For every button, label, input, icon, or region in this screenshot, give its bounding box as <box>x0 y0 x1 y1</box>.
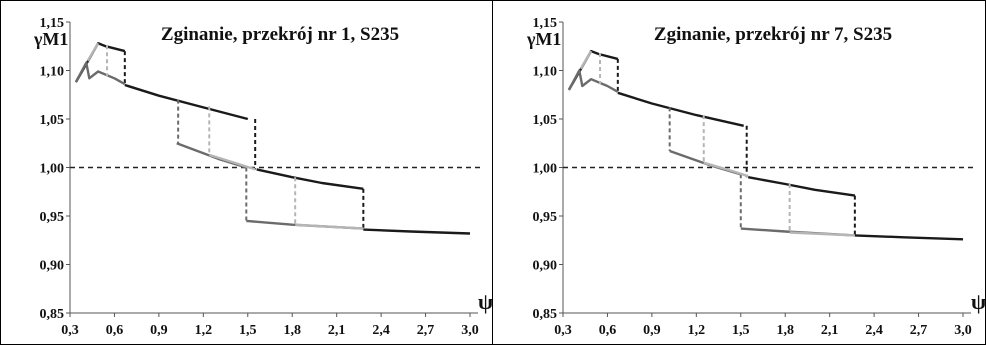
y-axis-label: γM1 <box>33 29 68 49</box>
y-tick-label: 0,90 <box>533 259 558 274</box>
series-black-line <box>747 176 856 197</box>
y-tick-label: 0,90 <box>40 259 65 274</box>
series-dark_gray-line <box>74 61 126 86</box>
x-tick-label: 1,8 <box>283 323 301 338</box>
series-dark_gray-line <box>567 69 619 93</box>
chart-panel-1: 0,85 0,90 0,95 1,00 1,05 1,10 1,15 0,3 0,6 0,9 1,2… <box>0 0 493 345</box>
x-tick-label: 2,7 <box>417 323 435 338</box>
x-tick-label: 2,7 <box>910 323 928 338</box>
x-tick-label: 0,3 <box>554 323 572 338</box>
series-light_gray-line <box>789 231 855 237</box>
chart-panel-7: 0,85 0,90 0,95 1,00 1,05 1,10 1,15 0,3 0,6 0,9 1,2… <box>493 0 986 345</box>
series-light_gray-line <box>703 161 749 178</box>
x-tick-label: 1,5 <box>732 323 750 338</box>
y-tick-label: 0,95 <box>533 210 558 225</box>
y-tick-label: 1,00 <box>533 162 558 177</box>
series-light_gray-line <box>295 223 364 230</box>
x-tick-label: 3,0 <box>461 323 479 338</box>
y-tick-label: 1,00 <box>40 162 65 177</box>
y-tick-label: 1,15 <box>40 16 65 31</box>
chart-title: Zginanie, przekrój nr 7, S235 <box>654 24 892 45</box>
panel-divider <box>492 0 493 345</box>
series-light_gray-line <box>579 50 593 70</box>
series-black-line <box>363 228 471 235</box>
x-tick-label: 0,9 <box>643 323 661 338</box>
x-tick-label: 3,0 <box>954 323 972 338</box>
y-tick-label: 1,15 <box>533 16 558 31</box>
x-tick-label: 0,3 <box>61 323 79 338</box>
x-axis-label: ψ <box>478 289 493 314</box>
x-tick-label: 1,2 <box>688 323 706 338</box>
series-black-line <box>74 42 126 83</box>
x-tick-label: 2,1 <box>821 323 839 338</box>
y-axis-label: γM1 <box>526 29 561 49</box>
series-black-line <box>256 168 364 190</box>
x-tick-label: 0,9 <box>150 323 168 338</box>
chart-svg: 0,85 0,90 0,95 1,00 1,05 1,10 1,15 0,3 0,6 0,9 1,2… <box>526 16 986 338</box>
y-tick-label: 1,10 <box>533 65 558 80</box>
x-tick-label: 2,4 <box>372 323 390 338</box>
y-tick-label: 1,05 <box>40 113 65 128</box>
chart-svg: 0,85 0,90 0,95 1,00 1,05 1,10 1,15 0,3 0,6 0,9 1,2… <box>33 16 493 338</box>
x-tick-label: 1,5 <box>239 323 257 338</box>
y-tick-label: 0,85 <box>533 307 558 322</box>
y-tick-label: 1,05 <box>533 113 558 128</box>
series-black-line <box>567 49 619 91</box>
x-tick-label: 2,1 <box>328 323 346 338</box>
x-tick-label: 1,8 <box>776 323 794 338</box>
series-black-line <box>124 83 249 121</box>
x-axis-label: ψ <box>971 289 986 314</box>
x-tick-label: 0,6 <box>106 323 124 338</box>
y-tick-label: 1,10 <box>40 65 65 80</box>
y-tick-label: 0,85 <box>40 307 65 322</box>
series-black-line <box>617 91 744 127</box>
chart-title: Zginanie, przekrój nr 1, S235 <box>161 24 399 45</box>
y-tick-label: 0,95 <box>40 210 65 225</box>
series-light_gray-line <box>86 42 100 62</box>
x-tick-label: 2,4 <box>865 323 883 338</box>
x-tick-label: 0,6 <box>599 323 617 338</box>
series-light_gray-line <box>208 153 256 171</box>
series-black-line <box>854 234 964 241</box>
x-tick-label: 1,2 <box>195 323 213 338</box>
